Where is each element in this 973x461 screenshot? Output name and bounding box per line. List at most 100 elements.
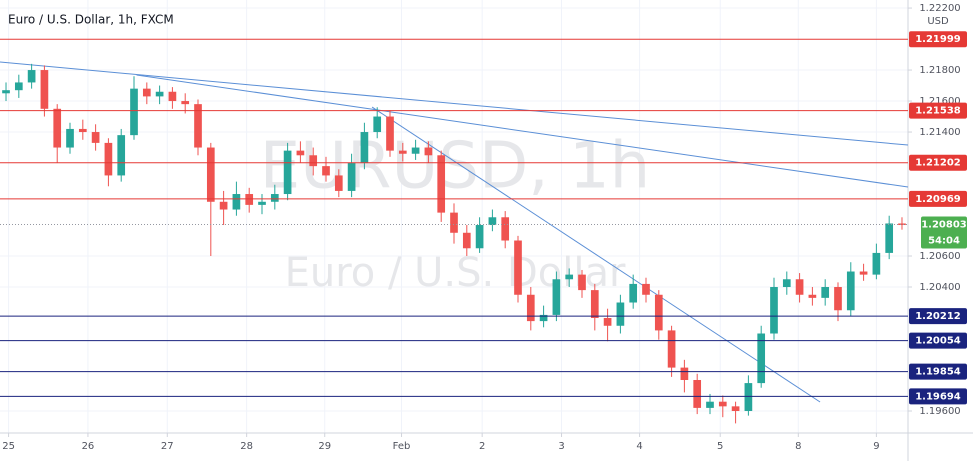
resistance-level-label-bg — [909, 190, 967, 207]
candle-body — [526, 294, 535, 322]
candle-body — [629, 283, 638, 303]
x-tick-label: 9 — [873, 441, 879, 452]
candle-body — [757, 333, 766, 384]
x-tick-label: 26 — [82, 441, 95, 452]
y-tick-label: 1.21400 — [919, 127, 960, 138]
candle-body — [424, 147, 433, 156]
candle-body — [654, 294, 663, 331]
candle-body — [795, 279, 804, 295]
x-tick-label: 25 — [2, 441, 15, 452]
candle-body — [296, 150, 305, 156]
support-level-label-bg — [909, 308, 967, 325]
x-tick-label: 2 — [479, 441, 485, 452]
candle-body — [245, 194, 254, 205]
candle-body — [859, 271, 868, 275]
candle-body — [667, 330, 676, 368]
candle-body — [565, 274, 574, 280]
candle-body — [411, 147, 420, 154]
candle-body — [872, 252, 881, 275]
candle-body — [398, 150, 407, 154]
candle-body — [270, 194, 279, 202]
x-tick-label: 27 — [161, 441, 174, 452]
candle-body — [770, 287, 778, 334]
candle-body — [386, 116, 394, 151]
candle-body — [501, 217, 510, 241]
candle-body — [373, 116, 382, 133]
trendline — [0, 61, 909, 146]
candle-body — [232, 194, 241, 210]
y-tick-label: 1.21800 — [919, 65, 960, 76]
x-tick-label: Feb — [393, 441, 411, 452]
candle-body — [91, 132, 100, 143]
candle-body — [578, 274, 586, 291]
candle-body — [130, 88, 138, 136]
candle-body — [206, 147, 215, 202]
x-tick-label: 8 — [795, 441, 801, 452]
candle-body — [450, 212, 458, 233]
support-level-label: 1.20212 — [915, 311, 961, 322]
candle-body — [603, 318, 612, 326]
candle-body — [219, 201, 228, 210]
candle-body — [347, 163, 356, 191]
candle-body — [680, 367, 689, 380]
candle-body — [309, 155, 318, 167]
candle-body — [590, 290, 599, 319]
candle-body — [142, 88, 151, 97]
candle-body — [53, 108, 62, 148]
candle-body — [808, 294, 817, 298]
candle-body — [360, 132, 369, 164]
candle-body — [283, 150, 292, 195]
candle-body — [552, 279, 561, 315]
candle-body — [14, 82, 23, 91]
candle-body — [834, 287, 842, 311]
resistance-level-label-bg — [909, 31, 967, 48]
support-level-label-bg — [909, 332, 967, 349]
last-price-label-bg — [921, 216, 967, 249]
candle-body — [66, 128, 74, 148]
countdown-label: 54:04 — [928, 236, 960, 247]
resistance-level-label-bg — [909, 154, 967, 171]
candle-body — [40, 70, 49, 109]
candle-body — [117, 135, 126, 176]
support-level-label-bg — [909, 388, 967, 405]
resistance-level-label: 1.20969 — [915, 194, 961, 205]
last-price-label: 1.20803 — [921, 220, 967, 231]
trendline — [136, 74, 909, 188]
currency-label: USD — [927, 16, 949, 27]
resistance-level-label: 1.21202 — [915, 158, 961, 169]
candle-body — [78, 128, 87, 133]
support-level-label-bg — [909, 363, 967, 380]
candle-body — [718, 401, 727, 407]
candle-body — [782, 279, 791, 288]
y-tick-label: 1.19600 — [919, 406, 960, 417]
candle-body — [462, 232, 471, 249]
candle-body — [898, 223, 906, 226]
grid — [0, 0, 908, 433]
y-tick-label: 1.20600 — [919, 251, 960, 262]
chart-title: Euro / U.S. Dollar, 1h, FXCM — [8, 13, 174, 27]
candle-body — [155, 91, 164, 97]
x-tick-label: 4 — [636, 441, 642, 452]
candle-body — [322, 166, 330, 176]
candle-body — [104, 142, 113, 176]
support-level-label: 1.19694 — [915, 391, 961, 402]
x-tick-label: 5 — [717, 441, 723, 452]
candle-body — [616, 302, 625, 326]
candle-body — [258, 201, 266, 205]
resistance-level-label: 1.21538 — [915, 106, 961, 117]
candle-body — [181, 101, 190, 105]
candle-body — [475, 225, 484, 249]
candle-body — [744, 383, 753, 411]
candle-body — [846, 271, 855, 311]
y-tick-label: 1.21600 — [919, 96, 960, 107]
candle-body — [488, 217, 497, 226]
x-tick-label: 3 — [558, 441, 564, 452]
candle-body — [693, 379, 702, 408]
resistance-level-label: 1.21999 — [915, 34, 961, 45]
y-tick-label: 1.22200 — [919, 3, 960, 14]
x-tick-label: 28 — [240, 441, 253, 452]
candle-body — [334, 175, 343, 191]
candle-body — [437, 155, 446, 213]
